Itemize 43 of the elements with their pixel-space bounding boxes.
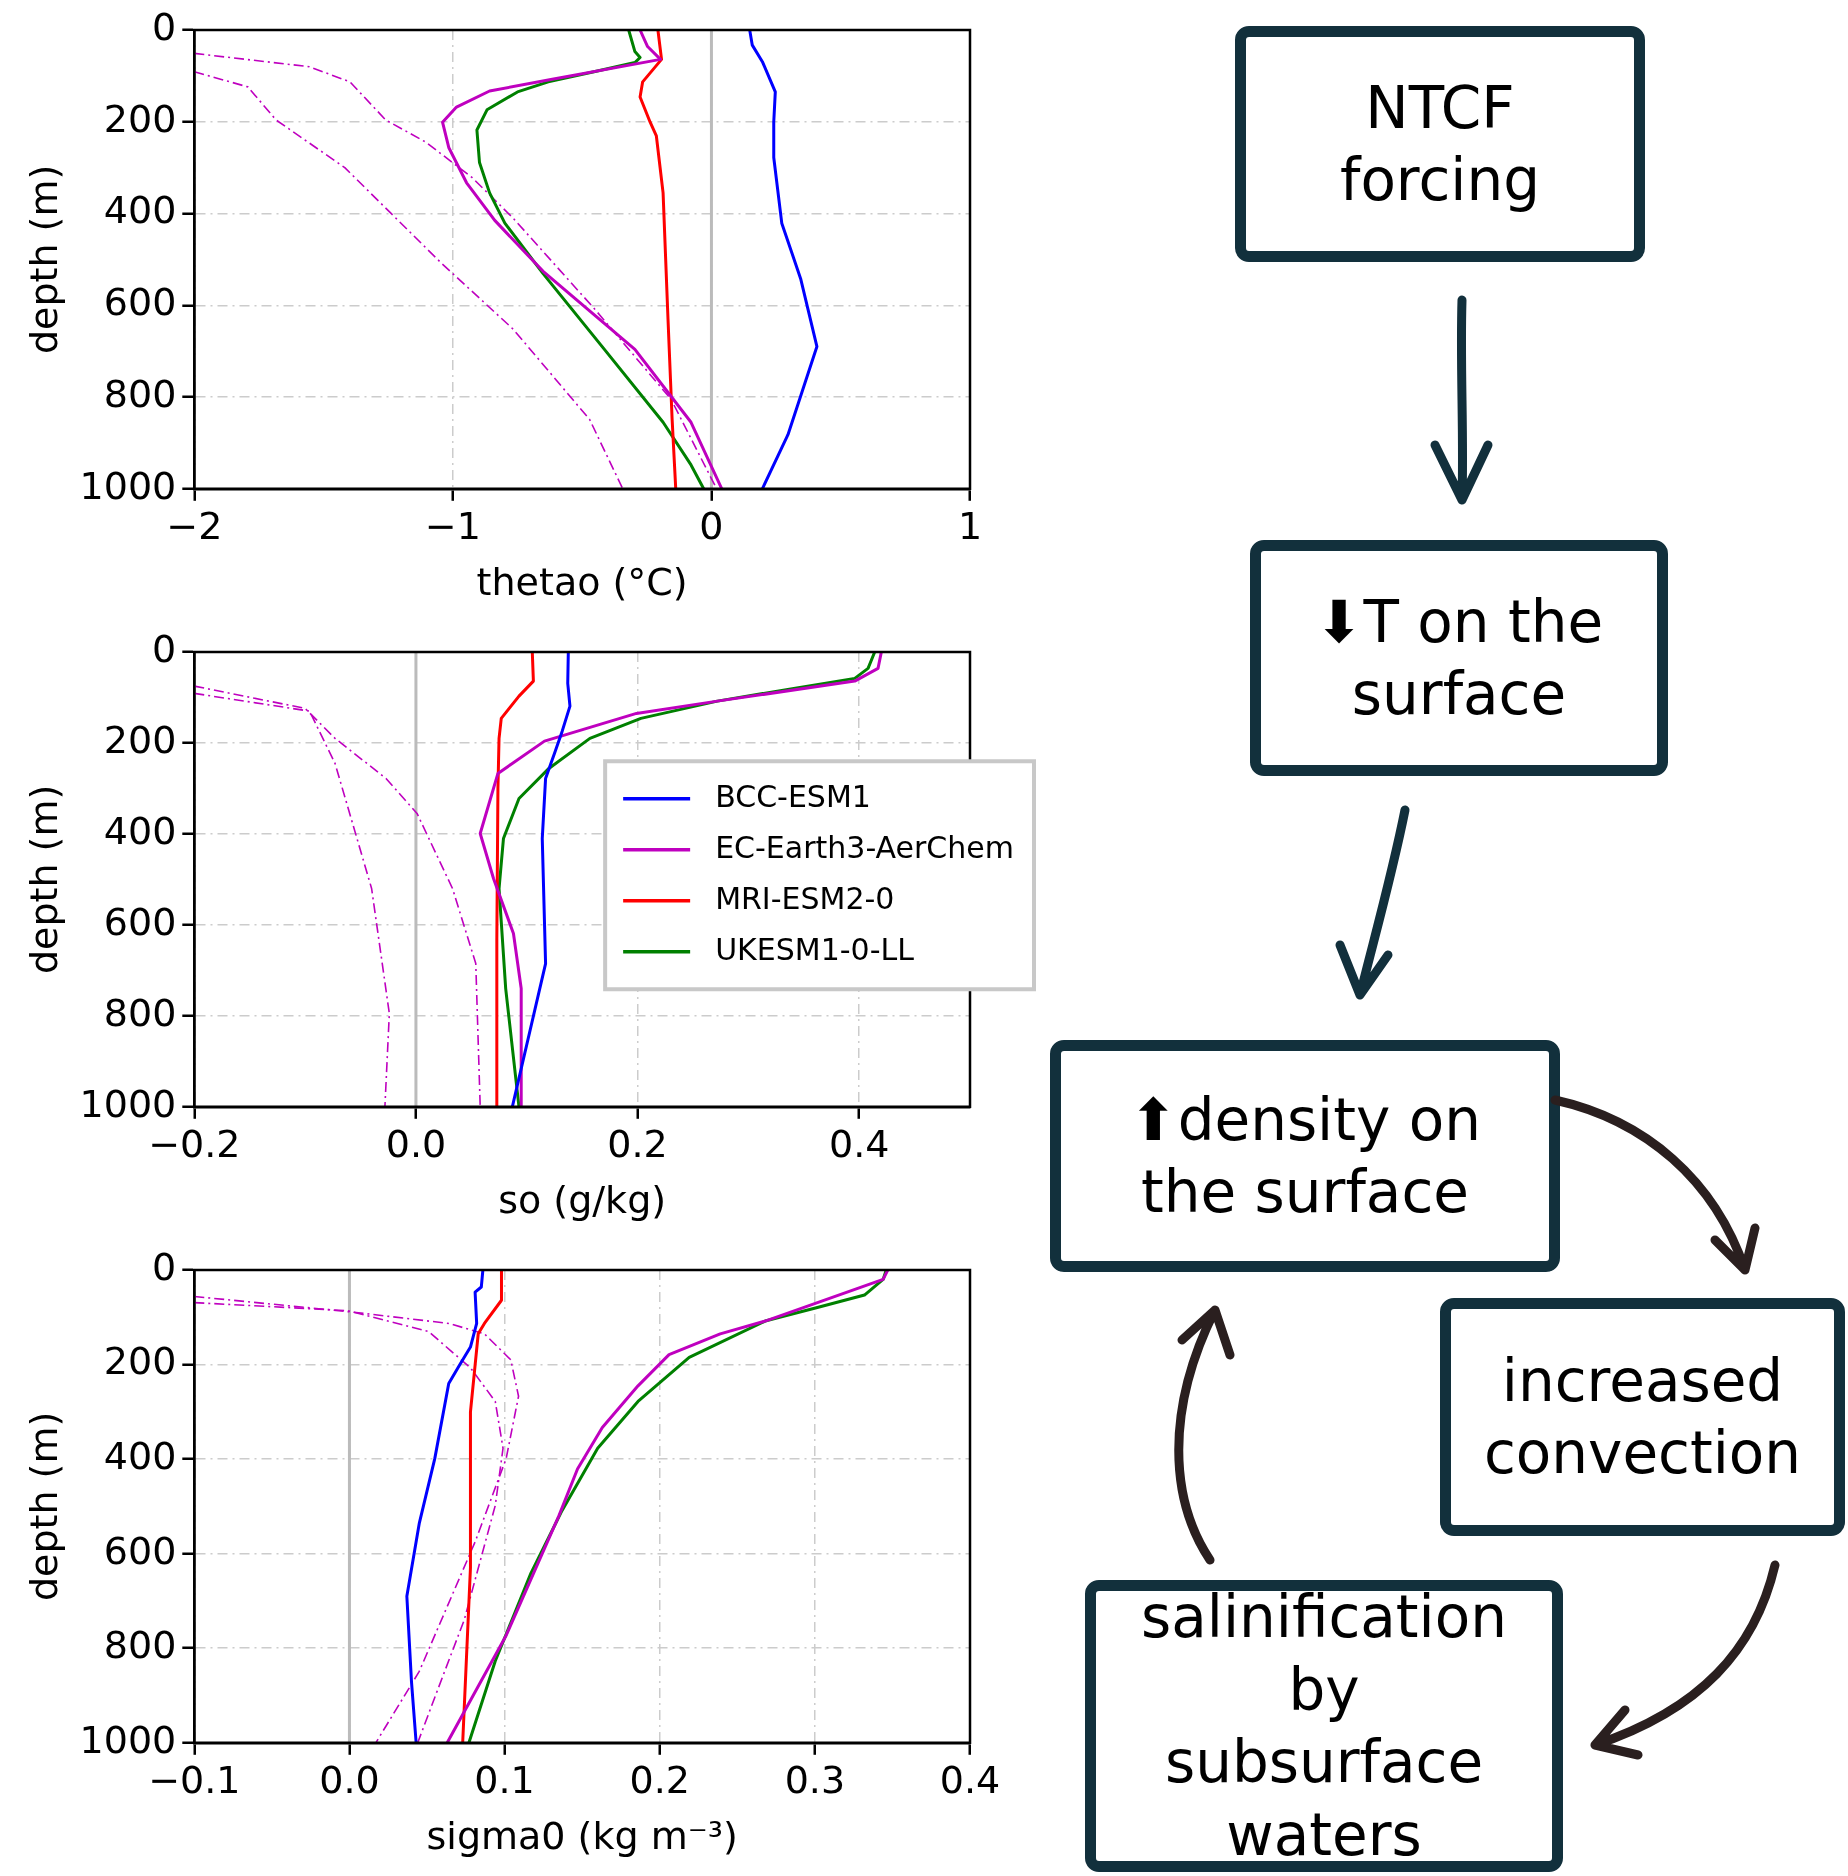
- x-tick-label: 1: [957, 504, 983, 549]
- y-tick-label: 400: [103, 1433, 177, 1478]
- x-tick-label: 0.2: [607, 1122, 668, 1167]
- x-tick-label: 0.4: [828, 1122, 890, 1167]
- x-tick-label: 0.3: [784, 1758, 846, 1803]
- line-series: [194, 685, 482, 1107]
- y-axis-title: depth (m): [21, 784, 66, 975]
- y-tick-label: 800: [103, 990, 177, 1035]
- y-tick-label: 200: [103, 96, 177, 141]
- y-axis-title: depth (m): [21, 1411, 66, 1602]
- x-tick-label: 0: [699, 504, 724, 549]
- text: ⬆density on the surface: [1050, 1040, 1560, 1272]
- y-axis-title: depth (m): [21, 164, 66, 355]
- y-tick-label: 400: [103, 188, 177, 233]
- text: increased convection: [1440, 1298, 1845, 1536]
- legend-label: BCC-ESM1: [715, 779, 871, 815]
- text: salinification by subsurface waters: [1085, 1580, 1563, 1872]
- y-tick-label: 800: [103, 371, 177, 416]
- x-tick-label: 0.1: [474, 1758, 535, 1803]
- legend-label: UKESM1-0-LL: [715, 932, 915, 968]
- text: ⬇T on the surface: [1250, 540, 1668, 776]
- y-tick-label: 0: [152, 626, 177, 671]
- x-tick-label: 0.2: [629, 1758, 690, 1803]
- y-tick-label: 800: [103, 1623, 177, 1668]
- y-tick-label: 0: [152, 1244, 177, 1289]
- y-tick-label: 600: [103, 899, 177, 944]
- line-series: [194, 70, 624, 489]
- x-axis-title: sigma0 (kg m⁻³): [426, 1814, 738, 1859]
- x-axis-title: thetao (°C): [476, 560, 688, 605]
- legend-label: EC-Earth3-AerChem: [715, 830, 1014, 866]
- y-tick-label: 200: [103, 717, 177, 762]
- y-tick-label: 400: [103, 808, 177, 853]
- y-tick-label: 600: [103, 280, 177, 325]
- x-tick-label: 0.4: [939, 1758, 1001, 1803]
- legend-label: MRI-ESM2-0: [715, 881, 895, 917]
- y-tick-label: 0: [152, 4, 177, 49]
- y-tick-label: 600: [103, 1528, 177, 1573]
- text: NTCF forcing: [1235, 26, 1645, 262]
- x-axis-title: so (g/kg): [498, 1178, 667, 1223]
- x-tick-label: 0.0: [319, 1758, 380, 1803]
- y-tick-label: 200: [103, 1339, 177, 1384]
- x-tick-label: −1: [424, 504, 481, 549]
- x-tick-label: 0.0: [385, 1122, 447, 1167]
